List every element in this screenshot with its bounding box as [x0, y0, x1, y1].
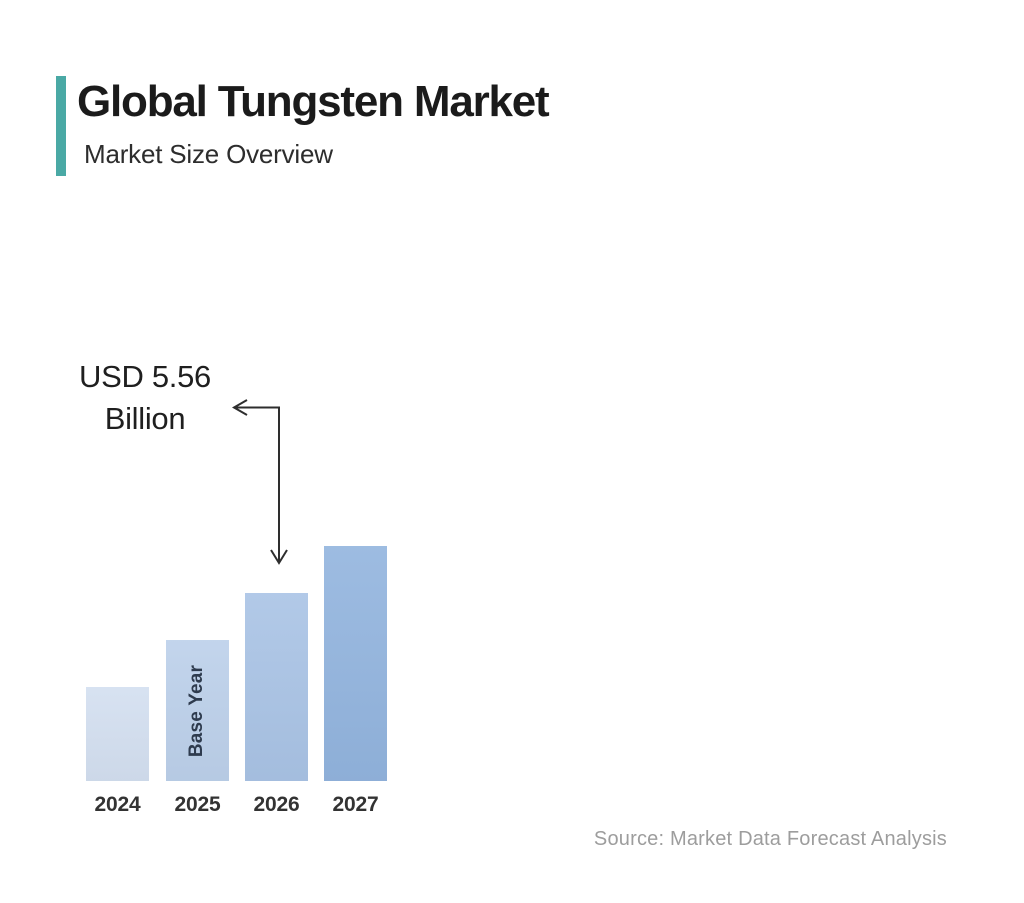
base-year-label: Base Year — [186, 664, 208, 757]
page-subtitle: Market Size Overview — [84, 139, 333, 169]
x-axis-label-2025: 2025 — [174, 793, 221, 816]
title-accent-bar — [56, 76, 66, 176]
bar-2025: Base Year — [166, 640, 229, 781]
value-annotation: USD 5.56 Billion — [55, 356, 235, 440]
source-note: Source: Market Data Forecast Analysis — [593, 828, 947, 850]
x-axis-label-2026: 2026 — [253, 793, 300, 816]
bar-2027 — [324, 546, 387, 781]
page-title: Global Tungsten Market — [77, 77, 550, 126]
bar-2024 — [86, 687, 149, 781]
bar-2026 — [245, 593, 308, 781]
value-annotation-line1: USD 5.56 — [79, 359, 211, 394]
x-axis-label-2027: 2027 — [332, 793, 379, 816]
value-annotation-line2: Billion — [104, 401, 186, 436]
x-axis-label-2024: 2024 — [94, 793, 141, 816]
